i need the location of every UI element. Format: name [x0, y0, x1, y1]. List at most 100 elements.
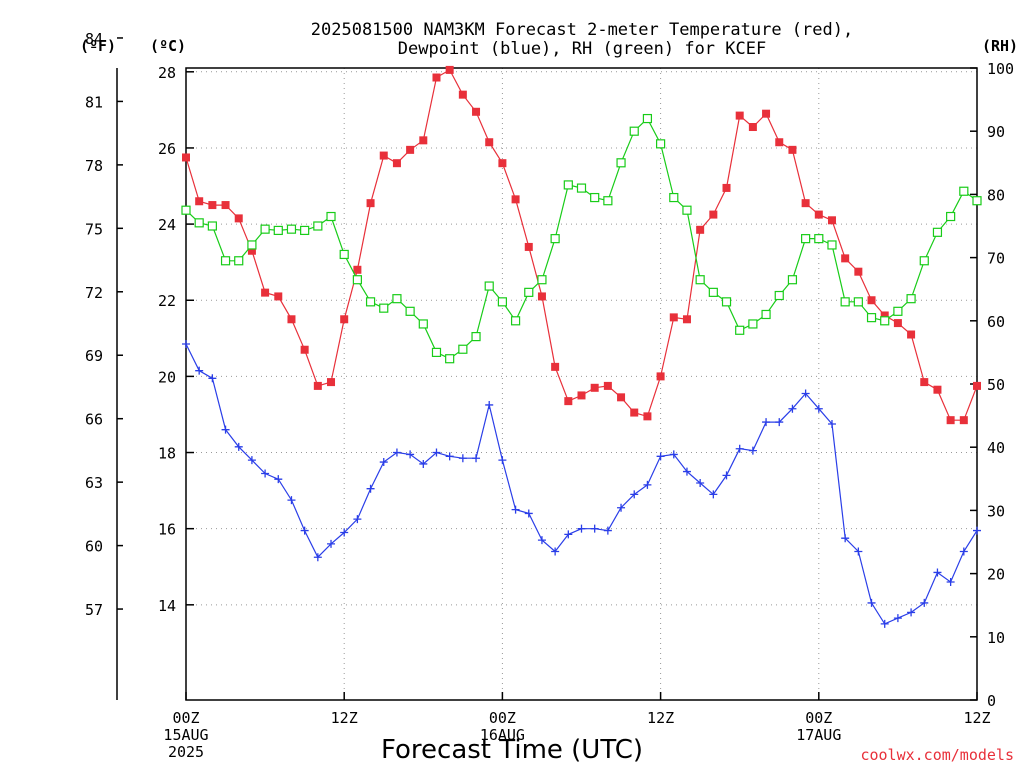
rh-point — [853, 297, 863, 307]
temperature-point — [458, 90, 467, 99]
dewpoint-point — [590, 524, 599, 533]
temperature-point — [814, 210, 823, 219]
rh-tick-label: 20 — [987, 566, 1005, 584]
time-tick-label: 2025 — [168, 743, 204, 761]
credit-text: coolwx.com/models — [860, 746, 1014, 764]
rh-tick-label: 60 — [987, 313, 1005, 331]
dewpoint-point — [221, 425, 230, 434]
temperature-point — [827, 216, 836, 225]
rh-point — [682, 205, 692, 215]
dewpoint-point — [722, 471, 731, 480]
temperature-point — [379, 151, 388, 160]
dewpoint-point — [656, 452, 665, 461]
rh-point — [550, 234, 560, 244]
time-tick-label: 17AUG — [796, 726, 841, 744]
temperature-point — [722, 183, 731, 192]
rh-point — [352, 275, 362, 285]
rh-point — [932, 227, 943, 237]
temperature-point — [472, 107, 481, 116]
temperature-point — [195, 197, 204, 206]
dewpoint-line — [185, 343, 978, 625]
rh-point — [181, 205, 191, 215]
dewpoint-point — [274, 475, 283, 484]
rh-point — [313, 221, 323, 231]
rh-point — [458, 344, 468, 354]
fahrenheit-tick-label: 84 — [85, 30, 103, 48]
rh-point — [418, 319, 428, 329]
dewpoint-point — [880, 619, 889, 628]
dewpoint-point — [300, 526, 309, 535]
dewpoint-point — [841, 534, 850, 543]
dewpoint-point — [603, 526, 612, 535]
dewpoint-point — [893, 614, 902, 623]
celsius-tick-label: 18 — [158, 445, 176, 463]
temperature-point — [300, 345, 309, 354]
x-axis-title: Forecast Time (UTC) — [381, 735, 643, 765]
temperature-point — [946, 416, 955, 425]
rh-point — [603, 196, 613, 206]
temperature-point — [841, 254, 850, 263]
temperature-point — [656, 372, 665, 381]
dewpoint-point — [551, 547, 560, 556]
dewpoint-point — [445, 452, 454, 461]
temperature-point — [669, 313, 678, 322]
dewpoint-point — [472, 454, 481, 463]
temperature-point — [880, 311, 889, 320]
rh-point — [761, 309, 771, 320]
rh-point — [260, 224, 270, 234]
rh-point — [748, 319, 758, 329]
fahrenheit-tick-label: 72 — [85, 284, 103, 302]
rh-point — [484, 281, 494, 291]
grid-lines — [186, 68, 977, 700]
temperature-series — [182, 65, 981, 425]
dewpoint-point — [748, 446, 757, 455]
temperature-point — [775, 138, 784, 147]
rh-point — [655, 139, 666, 149]
temperature-point — [696, 225, 705, 234]
rh-point — [616, 158, 626, 168]
rh-point — [695, 275, 705, 285]
dewpoint-point — [933, 568, 942, 577]
dewpoint-point — [195, 366, 204, 375]
dewpoint-point — [682, 467, 691, 476]
dewpoint-point — [287, 496, 296, 505]
fahrenheit-tick-label: 63 — [85, 474, 103, 492]
temperature-point — [208, 201, 217, 210]
rh-point — [959, 186, 969, 196]
dewpoint-point — [392, 448, 401, 457]
rh-tick-label: 30 — [987, 502, 1005, 520]
rh-point — [787, 275, 798, 285]
rh-tick-label: 70 — [987, 250, 1005, 268]
rh-point — [590, 192, 600, 203]
time-tick-label: 15AUG — [163, 726, 208, 744]
rh-tick-label: 80 — [987, 186, 1005, 204]
rh-point — [721, 297, 732, 307]
dewpoint-point — [775, 418, 784, 427]
dewpoint-point — [709, 490, 718, 499]
temperature-point — [392, 159, 401, 168]
rh-point — [286, 224, 297, 234]
dewpoint-point — [261, 469, 270, 478]
dewpoint-point — [208, 374, 217, 383]
fahrenheit-tick-label: 60 — [85, 538, 103, 556]
temperature-point — [366, 199, 375, 208]
temperature-point — [709, 210, 718, 219]
temperature-point — [524, 242, 533, 251]
dewpoint-point — [814, 404, 823, 413]
dewpoint-point — [920, 598, 929, 607]
rh-point — [247, 240, 257, 250]
rh-point — [840, 297, 850, 307]
rh-point — [735, 325, 745, 335]
dewpoint-point — [735, 444, 744, 453]
temperature-point — [564, 397, 573, 406]
temperature-point — [261, 288, 270, 297]
time-tick-label: 00Z — [805, 709, 832, 727]
rh-point — [220, 256, 231, 266]
rh-point — [801, 234, 811, 244]
temperature-point — [498, 159, 507, 168]
dewpoint-point — [406, 450, 415, 459]
dewpoint-point — [432, 448, 441, 457]
